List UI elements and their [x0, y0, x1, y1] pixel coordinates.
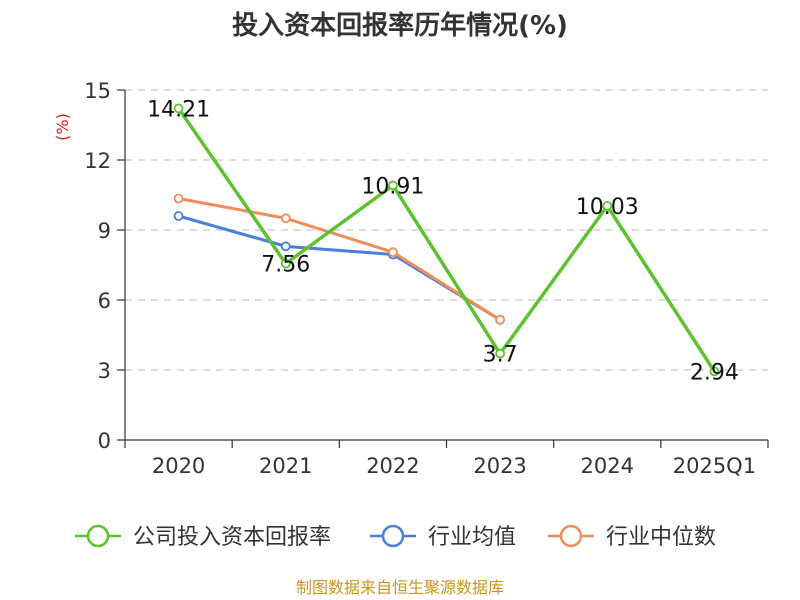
legend-marker-circle — [381, 524, 405, 548]
series-point-2 — [388, 247, 398, 258]
data-label: 10.91 — [361, 174, 424, 199]
data-label: 7.56 — [261, 253, 310, 278]
series-point-0 — [388, 180, 398, 191]
legend-label: 行业中位数 — [606, 525, 716, 550]
x-tick-label: 2020 — [152, 454, 205, 478]
series-point-0 — [173, 103, 184, 114]
legend-marker-circle — [559, 524, 583, 548]
data-label: 14.21 — [147, 97, 210, 122]
legend-label: 行业均值 — [428, 525, 516, 550]
data-label-layer: 14.21 7.56 10.91 3.7 10.03 2.94 — [147, 97, 739, 385]
y-axis-label: (%) — [53, 113, 72, 141]
grid-layer — [125, 89, 768, 371]
y-tick-label: 3 — [98, 359, 111, 383]
legend-label: 公司投入资本回报率 — [133, 525, 331, 550]
series-point-0 — [280, 258, 291, 269]
series-point-0 — [495, 348, 505, 359]
series-point-0 — [709, 366, 720, 377]
series-point-2 — [495, 314, 505, 325]
y-tick-label: 9 — [98, 219, 111, 243]
x-tick-label: 2023 — [473, 454, 526, 478]
data-label: 10.03 — [576, 195, 639, 220]
source-note: 制图数据来自恒生聚源数据库 — [296, 578, 504, 597]
x-tick-label: 2022 — [366, 454, 419, 478]
series-point-1 — [173, 211, 184, 221]
series-point-2 — [173, 193, 184, 204]
series-layer — [173, 103, 720, 377]
series-point-0 — [602, 201, 613, 211]
data-label: 2.94 — [690, 360, 739, 385]
y-tick-label: 15 — [84, 79, 111, 103]
y-tick-label: 0 — [98, 429, 111, 453]
legend-marker-circle — [86, 524, 110, 548]
chart-title: 投入资本回报率历年情况(%) — [232, 10, 568, 41]
series-point-1 — [280, 241, 291, 252]
x-tick-label: 2021 — [259, 454, 312, 478]
x-tick-label: 2024 — [581, 454, 634, 478]
data-label: 3.7 — [483, 343, 518, 368]
series-line-0 — [177, 107, 716, 373]
series-point-2 — [280, 213, 291, 224]
x-tick-label: 2025Q1 — [673, 454, 756, 478]
y-tick-label: 12 — [84, 149, 111, 173]
y-tick-label: 6 — [98, 289, 111, 313]
series-line-1 — [178, 214, 501, 322]
axis-layer: 0 3 6 9 12 15 2020 2021 2022 2023 2024 2025Q1 — [84, 79, 769, 478]
legend: 公司投入资本回报率 行业均值 行业中位数 — [75, 524, 716, 550]
series-line-2 — [178, 197, 501, 322]
